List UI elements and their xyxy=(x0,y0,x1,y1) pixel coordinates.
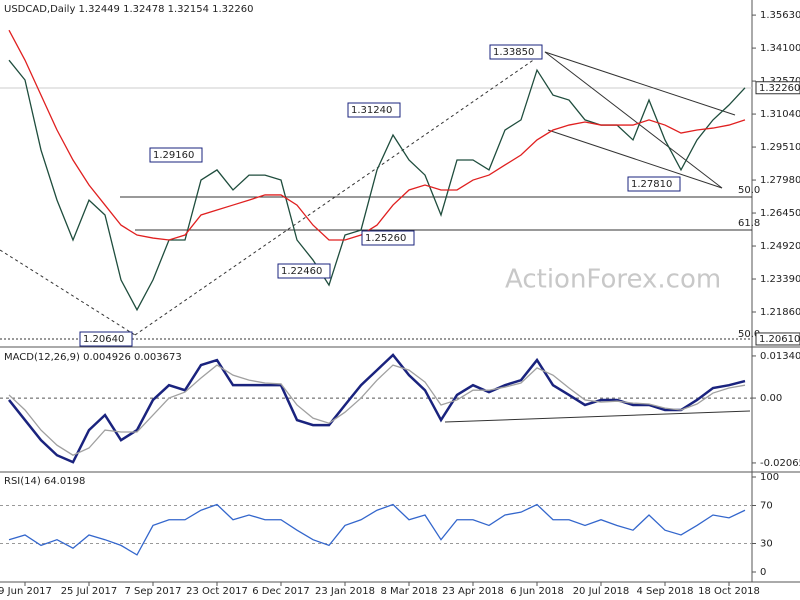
annotation-label: 1.33850 xyxy=(493,47,534,58)
y-tick-label: 1.29510 xyxy=(760,142,800,153)
price-box-label: 1.32260 xyxy=(759,83,800,94)
annotation-box xyxy=(489,44,543,60)
y-tick-label: 1.31040 xyxy=(760,109,800,120)
y-tick-label: 100 xyxy=(760,472,779,483)
annotation-box xyxy=(347,102,401,118)
panel-title: MACD(12,26,9) 0.004926 0.003673 xyxy=(4,352,182,363)
annotation-label: 1.20640 xyxy=(83,334,124,345)
fib-label: 50.0 xyxy=(738,329,760,340)
panel-title: RSI(14) 64.0198 xyxy=(4,476,85,487)
watermark: ActionForex.com xyxy=(505,265,721,295)
x-tick-label: 6 Dec 2017 xyxy=(252,586,310,597)
x-tick-label: 25 Jul 2017 xyxy=(61,586,118,597)
x-tick-label: 23 Jan 2018 xyxy=(315,586,375,597)
annotation-label: 1.22460 xyxy=(281,266,322,277)
series-line xyxy=(8,59,746,312)
channel-line xyxy=(544,51,736,116)
series-line xyxy=(8,29,746,241)
trend-line xyxy=(444,410,751,423)
trend-line xyxy=(134,51,546,336)
price-box-label: 1.20610 xyxy=(759,334,800,345)
x-tick-label: 6 Jun 2018 xyxy=(510,586,564,597)
y-tick-label: 1.34100 xyxy=(760,43,800,54)
annotation-box xyxy=(627,176,681,192)
annotation-box xyxy=(79,331,133,347)
x-tick-label: 8 Mar 2018 xyxy=(380,586,437,597)
channel-line xyxy=(547,129,723,189)
annotation-box xyxy=(277,263,331,279)
x-tick-label: 4 Sep 2018 xyxy=(636,586,693,597)
y-tick-label: 30 xyxy=(760,539,773,550)
fib-label: 61.8 xyxy=(738,218,760,229)
x-tick-label: 9 Jun 2017 xyxy=(0,586,52,597)
x-tick-label: 23 Apr 2018 xyxy=(442,586,504,597)
annotation-label: 1.31240 xyxy=(351,105,392,116)
series-line xyxy=(8,364,746,456)
annotation-box xyxy=(361,230,415,246)
chart-title: USDCAD,Daily 1.32449 1.32478 1.32154 1.3… xyxy=(4,4,254,15)
y-tick-label: 1.24920 xyxy=(760,241,800,252)
x-tick-label: 20 Jul 2018 xyxy=(573,586,630,597)
y-tick-label: 1.21860 xyxy=(760,307,800,318)
x-tick-label: 18 Oct 2018 xyxy=(698,586,760,597)
x-tick-label: 7 Sep 2017 xyxy=(124,586,181,597)
annotation-label: 1.25260 xyxy=(365,233,406,244)
annotation-label: 1.29160 xyxy=(153,150,194,161)
y-tick-label: 1.27980 xyxy=(760,175,800,186)
y-tick-label: -0.020652 xyxy=(760,458,800,469)
price-box xyxy=(755,332,800,346)
x-tick-label: 23 Oct 2017 xyxy=(186,586,248,597)
series-line xyxy=(8,503,746,556)
price-box xyxy=(755,81,800,95)
channel-line xyxy=(544,51,723,189)
y-tick-label: 0.013407 xyxy=(760,351,800,362)
annotation-label: 1.27810 xyxy=(631,179,672,190)
y-tick-label: 0.00 xyxy=(760,393,782,404)
y-tick-label: 1.26450 xyxy=(760,208,800,219)
annotation-box xyxy=(149,147,203,163)
y-tick-label: 70 xyxy=(760,501,773,512)
fib-label: 50.0 xyxy=(738,185,760,196)
y-tick-label: 1.23390 xyxy=(760,274,800,285)
y-tick-label: 0 xyxy=(760,567,766,578)
y-tick-label: 1.35630 xyxy=(760,10,800,21)
trend-line xyxy=(0,249,136,336)
